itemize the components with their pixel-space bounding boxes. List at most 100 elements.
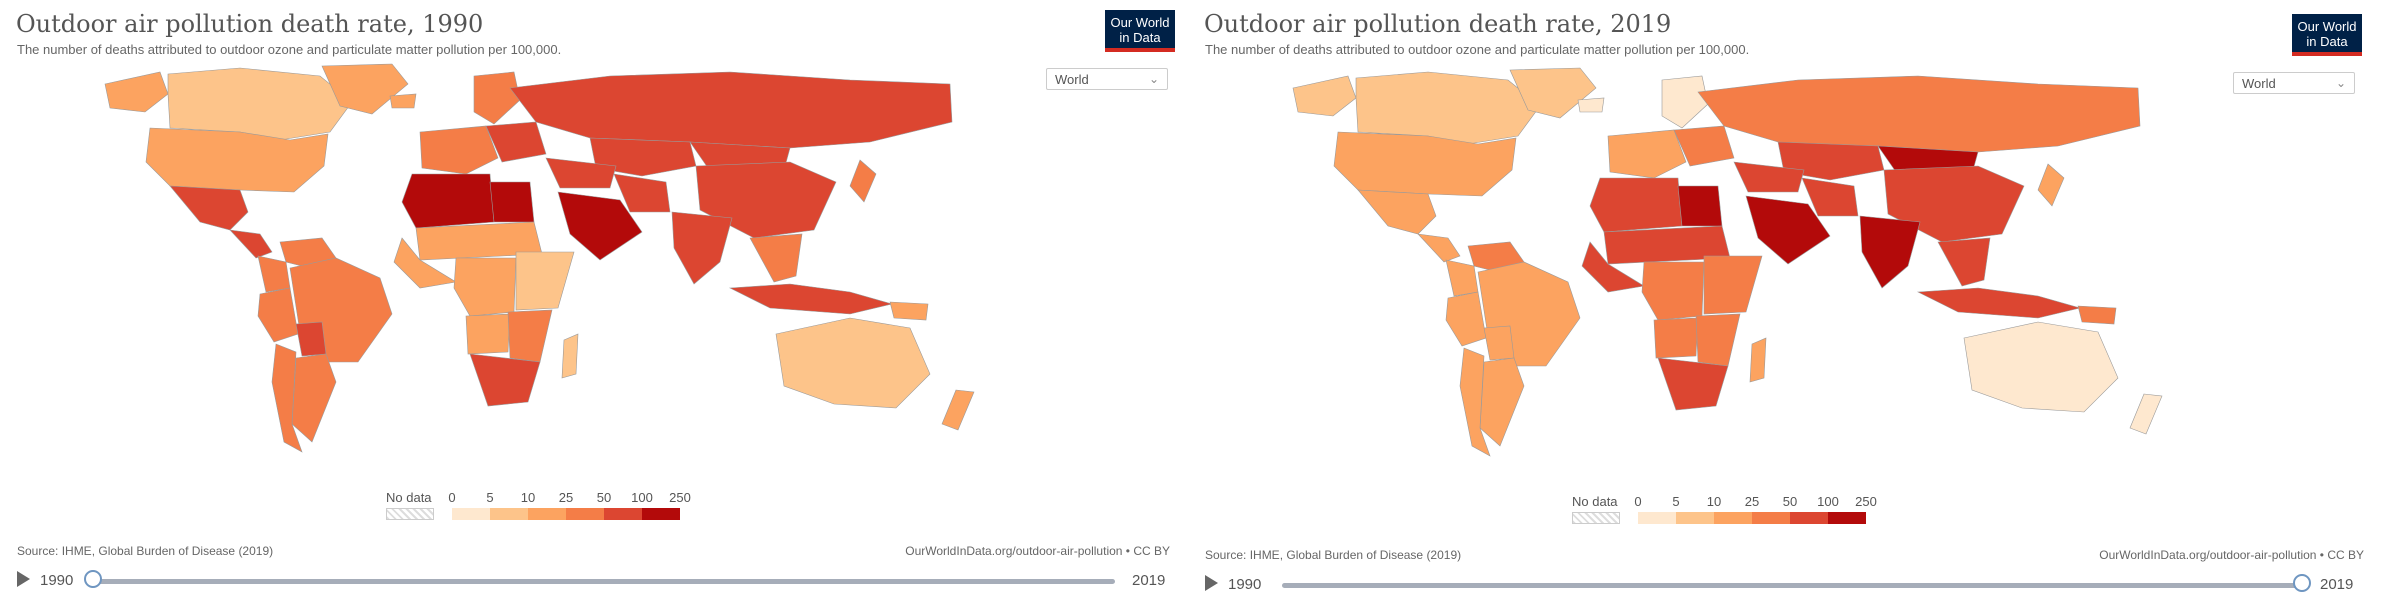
map-region-bolivia[interactable]: [1483, 325, 1515, 361]
map-region-chile[interactable]: [271, 343, 303, 453]
timeline-handle[interactable]: [2293, 574, 2311, 592]
map-region-egypt[interactable]: [1677, 185, 1723, 227]
map-region-western-europe[interactable]: [419, 125, 499, 175]
play-icon[interactable]: [1205, 575, 1218, 591]
map-region-southern-africa[interactable]: [507, 309, 553, 363]
map-region-india[interactable]: [1859, 215, 1921, 289]
map-region-new-zealand[interactable]: [941, 389, 975, 431]
source-note[interactable]: Source: IHME, Global Burden of Disease (…: [17, 544, 274, 558]
map-region-south-africa[interactable]: [469, 353, 541, 407]
map-region-new-zealand[interactable]: [2129, 393, 2163, 435]
map-region-kazakhstan[interactable]: [589, 137, 697, 177]
chart-panel-1990: Outdoor air pollution death rate, 1990 T…: [0, 0, 1180, 604]
map-region-egypt[interactable]: [489, 181, 535, 223]
map-region-iran[interactable]: [1801, 177, 1859, 217]
map-region-angola[interactable]: [465, 313, 511, 355]
map-region-colombia[interactable]: [257, 255, 291, 293]
map-region-indonesia[interactable]: [1916, 287, 2082, 319]
map-region-middle-east[interactable]: [1733, 161, 1805, 193]
map-region-central-america[interactable]: [1417, 233, 1461, 263]
map-region-iceland[interactable]: [1577, 97, 1605, 113]
map-region-central-africa[interactable]: [1641, 261, 1705, 321]
map-region-central-africa[interactable]: [453, 257, 517, 317]
region-select[interactable]: World ⌄: [1046, 68, 1168, 90]
legend-tick-label: 250: [669, 490, 691, 505]
map-region-central-america[interactable]: [229, 229, 273, 259]
map-region-usa[interactable]: [145, 127, 329, 193]
credit-link[interactable]: OurWorldInData.org/outdoor-air-pollution…: [905, 544, 1170, 558]
map-region-middle-east[interactable]: [545, 157, 617, 189]
map-region-argentina[interactable]: [1479, 357, 1525, 447]
map-region-russia[interactable]: [509, 71, 953, 149]
map-region-alaska[interactable]: [1292, 75, 1357, 117]
map-region-kazakhstan[interactable]: [1777, 141, 1885, 181]
map-region-madagascar[interactable]: [1749, 337, 1767, 383]
legend-tick-label: 25: [1744, 494, 1760, 509]
region-select[interactable]: World ⌄: [2233, 72, 2355, 94]
map-region-australia[interactable]: [1963, 321, 2119, 413]
map-region-bolivia[interactable]: [295, 321, 327, 357]
map-region-southern-africa[interactable]: [1695, 313, 1741, 367]
map-region-colombia[interactable]: [1445, 259, 1479, 297]
source-note[interactable]: Source: IHME, Global Burden of Disease (…: [1205, 548, 1462, 562]
legend-bin: [528, 508, 566, 520]
map-region-southeast-asia[interactable]: [1937, 237, 1991, 287]
map-region-india[interactable]: [671, 211, 733, 285]
map-region-arabia[interactable]: [1745, 195, 1831, 265]
map-region-east-africa[interactable]: [515, 251, 575, 311]
map-region-mexico[interactable]: [169, 185, 249, 231]
map-region-indonesia[interactable]: [728, 283, 894, 315]
owid-logo[interactable]: Our World in Data: [2292, 14, 2362, 56]
timeline-track[interactable]: [93, 579, 1115, 584]
map-region-angola[interactable]: [1653, 317, 1699, 359]
map-region-eastern-europe[interactable]: [1673, 125, 1735, 167]
timeline-start-year: 1990: [40, 572, 74, 589]
timeline-end-year: 2019: [1132, 572, 1166, 589]
map-region-scandinavia[interactable]: [1661, 75, 1709, 129]
map-region-scandinavia[interactable]: [473, 71, 521, 125]
credit-link[interactable]: OurWorldInData.org/outdoor-air-pollution…: [2099, 548, 2364, 562]
map-region-australia[interactable]: [775, 317, 931, 409]
map-region-canada[interactable]: [167, 67, 353, 141]
owid-logo[interactable]: Our World in Data: [1105, 10, 1175, 52]
map-region-west-africa[interactable]: [1581, 241, 1645, 293]
world-map[interactable]: [90, 62, 1010, 462]
map-region-eastern-europe[interactable]: [485, 121, 547, 163]
map-region-japan[interactable]: [849, 159, 877, 203]
map-region-mexico[interactable]: [1357, 189, 1437, 235]
map-region-greenland[interactable]: [1509, 67, 1597, 119]
map-region-alaska[interactable]: [104, 71, 169, 113]
map-region-greenland[interactable]: [321, 63, 409, 115]
legend-bin: [642, 508, 680, 520]
map-region-western-europe[interactable]: [1607, 129, 1687, 179]
timeline-handle[interactable]: [84, 570, 102, 588]
world-map[interactable]: [1278, 66, 2198, 466]
map-region-usa[interactable]: [1333, 131, 1517, 197]
map-region-north-africa[interactable]: [1589, 177, 1683, 233]
map-region-south-africa[interactable]: [1657, 357, 1729, 411]
map-region-peru[interactable]: [1445, 291, 1487, 347]
legend-bin: [490, 508, 528, 520]
map-region-argentina[interactable]: [291, 353, 337, 443]
legend-tick-label: 10: [1706, 494, 1722, 509]
map-region-iceland[interactable]: [389, 93, 417, 109]
play-icon[interactable]: [17, 571, 30, 587]
map-region-arabia[interactable]: [557, 191, 643, 261]
map-region-papua-new-guinea[interactable]: [2077, 305, 2117, 325]
timeline-track[interactable]: [1282, 583, 2302, 588]
map-region-chile[interactable]: [1459, 347, 1491, 457]
map-region-papua-new-guinea[interactable]: [889, 301, 929, 321]
map-region-peru[interactable]: [257, 287, 299, 343]
legend-bin: [1790, 512, 1828, 524]
map-region-iran[interactable]: [613, 173, 671, 213]
map-region-west-africa[interactable]: [393, 237, 457, 289]
map-region-canada[interactable]: [1355, 71, 1541, 145]
no-data-swatch: [1572, 512, 1620, 524]
map-region-north-africa[interactable]: [401, 173, 495, 229]
map-region-russia[interactable]: [1697, 75, 2141, 153]
map-region-east-africa[interactable]: [1703, 255, 1763, 315]
map-region-southeast-asia[interactable]: [749, 233, 803, 283]
chevron-down-icon: ⌄: [1148, 72, 1159, 86]
map-region-madagascar[interactable]: [561, 333, 579, 379]
map-region-japan[interactable]: [2037, 163, 2065, 207]
